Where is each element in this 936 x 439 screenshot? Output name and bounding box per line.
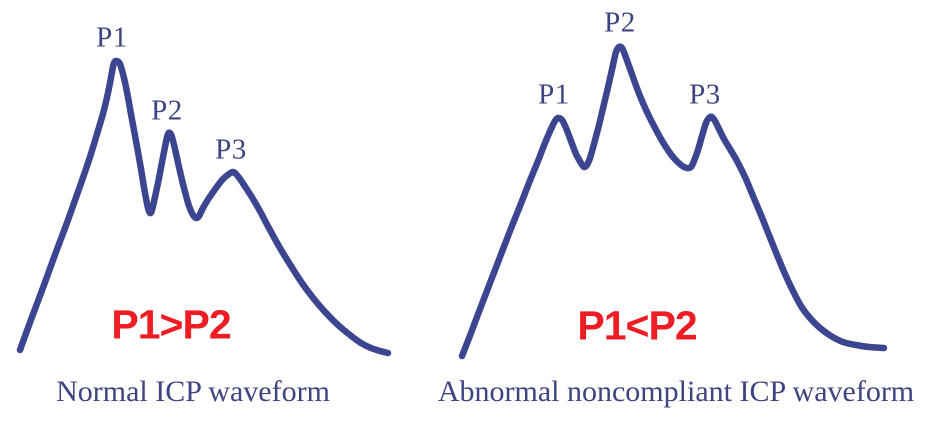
normal-p3-peak-label: P3 bbox=[215, 133, 247, 166]
abnormal-icp-waveform-curve bbox=[458, 43, 888, 360]
normal-relation-text: P1>P2 bbox=[111, 301, 231, 348]
normal-caption: Normal ICP waveform bbox=[56, 375, 330, 408]
abnormal-relation-text: P1<P2 bbox=[577, 302, 697, 349]
abnormal-caption: Abnormal noncompliant ICP waveform bbox=[437, 375, 915, 408]
abnormal-p2-peak-label: P2 bbox=[604, 6, 636, 39]
abnormal-p1-peak-label: P1 bbox=[538, 78, 570, 111]
normal-p1-peak-label: P1 bbox=[96, 21, 128, 54]
normal-icp-waveform-curve bbox=[16, 57, 392, 357]
abnormal-p3-peak-label: P3 bbox=[689, 78, 721, 111]
normal-p2-peak-label: P2 bbox=[151, 94, 183, 127]
